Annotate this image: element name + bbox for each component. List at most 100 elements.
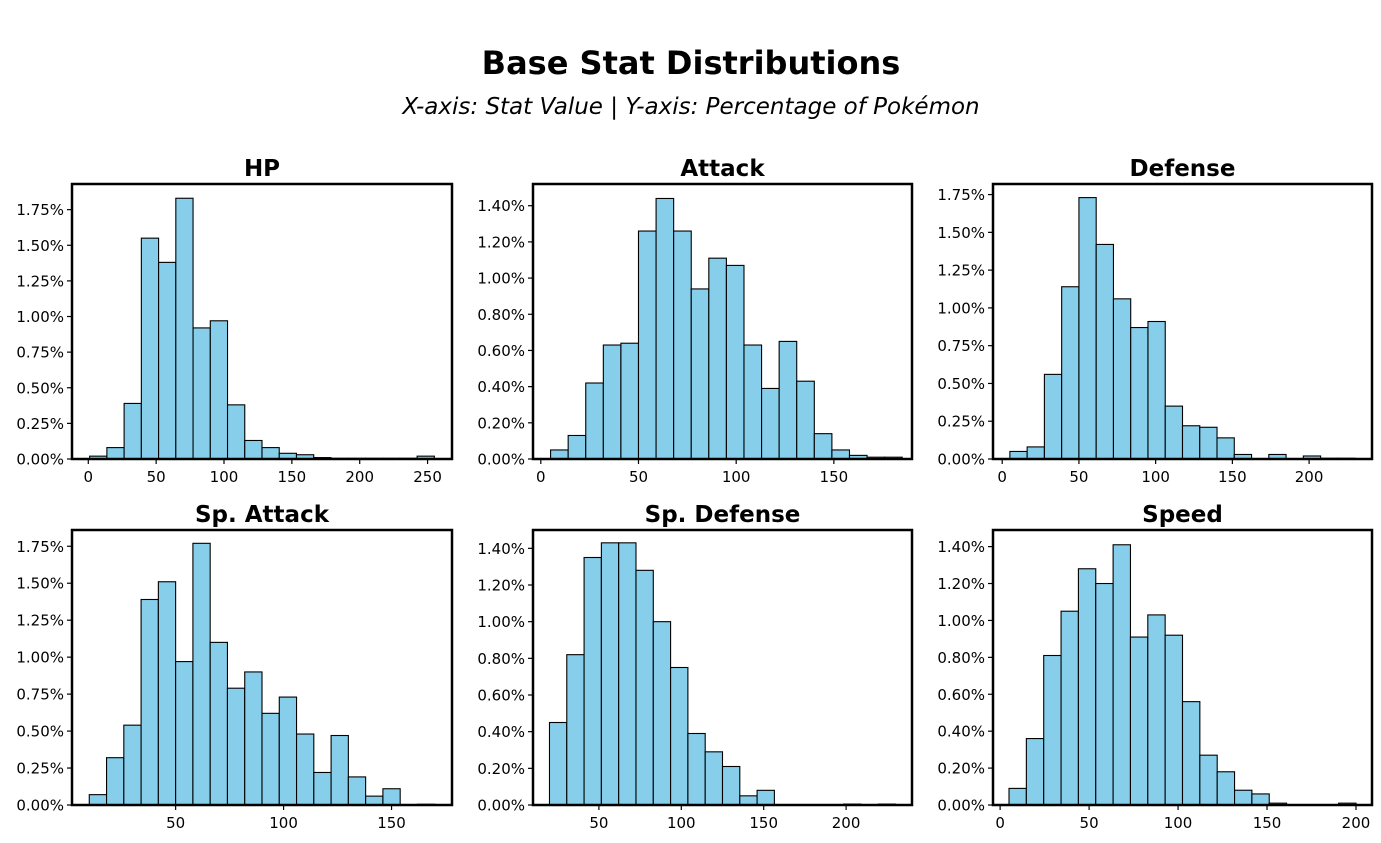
histogram-bar xyxy=(670,666,689,806)
x-tick-label: 150 xyxy=(749,814,778,832)
histogram-bar xyxy=(1216,771,1236,806)
histogram-bar xyxy=(123,402,142,460)
y-tick-label: 0.50% xyxy=(16,723,64,741)
y-tick-label: 0.75% xyxy=(16,344,64,362)
y-tick-label: 1.00% xyxy=(16,308,64,326)
y-tick-label: 0.60% xyxy=(937,686,985,704)
y-tick-label: 1.25% xyxy=(16,272,64,290)
histogram-bar xyxy=(106,757,125,806)
subplot-hp: HP 0.00% 0.25% 0.50% 0.75% 1.00% 1.25% 1.50% 1.7… xyxy=(16,156,454,486)
histogram-bar xyxy=(704,751,724,806)
x-tick-label: 150 xyxy=(1218,468,1247,486)
y-tick-label: 0.60% xyxy=(477,342,525,360)
histogram-bar xyxy=(1095,582,1114,806)
y-tick-label: 1.25% xyxy=(937,262,985,280)
histogram-bar xyxy=(655,197,675,460)
histogram-bar xyxy=(175,661,194,806)
histogram-bar xyxy=(140,237,160,460)
figure-title: Base Stat Distributions xyxy=(482,44,901,82)
histogram-bar xyxy=(1026,446,1045,460)
y-tick-label: 1.75% xyxy=(16,538,64,556)
histogram-bar xyxy=(157,581,177,806)
histogram-bar xyxy=(690,288,710,460)
subplot-title: Attack xyxy=(680,156,765,182)
histogram-bar xyxy=(1251,793,1270,806)
histogram-bar xyxy=(1008,787,1027,806)
y-tick-label: 0.50% xyxy=(16,379,64,397)
histogram-bar xyxy=(1095,243,1114,460)
y-tick-label: 1.50% xyxy=(16,237,64,255)
y-tick-label: 1.40% xyxy=(477,540,525,558)
y-tick-label: 0.00% xyxy=(16,797,64,815)
x-tick-label: 50 xyxy=(1080,814,1099,832)
x-tick-label: 100 xyxy=(667,814,696,832)
y-tick-label: 0.20% xyxy=(937,760,985,778)
histogram-bar xyxy=(1043,373,1063,460)
histogram-bar xyxy=(88,794,108,806)
histogram-bar xyxy=(620,342,640,460)
x-tick-label: 200 xyxy=(345,468,374,486)
y-tick-label: 1.00% xyxy=(16,649,64,667)
histogram-bar xyxy=(261,712,280,806)
y-tick-label: 0.00% xyxy=(16,451,64,469)
x-tick-label: 150 xyxy=(1253,814,1282,832)
x-tick-label: 50 xyxy=(629,468,648,486)
histogram-bars xyxy=(1008,544,1357,806)
subplot-sp-defense: Sp. Defense 0.00% 0.20% 0.40% 0.60% 0.80% 1.00… xyxy=(477,502,914,832)
x-tick-label: 0 xyxy=(995,814,1005,832)
y-tick-label: 0.25% xyxy=(16,760,64,778)
y-tick-label: 1.20% xyxy=(477,577,525,595)
histogram-bar xyxy=(637,230,657,460)
histogram-bars xyxy=(89,197,435,460)
y-tick-label: 1.40% xyxy=(477,197,525,215)
histogram-bar xyxy=(226,687,246,806)
x-tick-label: 100 xyxy=(210,468,239,486)
histogram-bar xyxy=(1199,426,1218,460)
axes-frame xyxy=(991,528,1374,807)
y-tick-label: 0.80% xyxy=(937,649,985,667)
x-tick-label: 100 xyxy=(269,814,298,832)
histogram-bar xyxy=(1216,437,1235,460)
histogram-bar xyxy=(1199,754,1218,806)
histogram-bar xyxy=(600,542,620,806)
histogram-bar xyxy=(140,598,159,806)
y-tick-label: 0.00% xyxy=(477,451,525,469)
y-tick-label: 1.20% xyxy=(477,233,525,251)
y-tick-label: 0.50% xyxy=(937,375,985,393)
histogram-bar xyxy=(602,344,622,460)
x-tick-label: 0 xyxy=(536,468,546,486)
histogram-bar xyxy=(123,724,142,806)
subplot-title: Speed xyxy=(1142,502,1223,528)
axes-frame xyxy=(531,182,914,461)
histogram-bar xyxy=(330,734,349,806)
histogram-bar xyxy=(756,789,775,806)
x-tick-label: 200 xyxy=(832,814,861,832)
histogram-bar xyxy=(347,776,367,806)
histogram-bar xyxy=(1025,738,1045,806)
x-tick-label: 150 xyxy=(377,814,406,832)
y-tick-label: 0.20% xyxy=(477,414,525,432)
histogram-bar xyxy=(673,230,692,460)
histogram-bar xyxy=(226,404,246,460)
histogram-bars xyxy=(1009,197,1356,460)
histogram-bar xyxy=(687,732,706,806)
histogram-bar xyxy=(1147,320,1166,460)
y-tick-label: 0.60% xyxy=(477,687,525,705)
x-tick-label: 200 xyxy=(1295,468,1324,486)
histogram-bar xyxy=(725,264,745,460)
histogram-bar xyxy=(1061,286,1080,460)
histogram-bar xyxy=(1234,789,1253,806)
histogram-bar xyxy=(365,795,384,806)
histogram-bar xyxy=(831,449,851,460)
y-tick-label: 0.25% xyxy=(16,415,64,433)
histogram-bar xyxy=(739,795,758,806)
y-tick-label: 1.50% xyxy=(16,575,64,593)
histogram-bar xyxy=(1077,568,1097,806)
y-tick-label: 0.75% xyxy=(937,337,985,355)
histogram-bar xyxy=(796,380,815,460)
subplot-title: HP xyxy=(244,156,280,182)
axes-frame xyxy=(991,182,1374,461)
histogram-bar xyxy=(1181,425,1201,460)
histogram-bar xyxy=(313,771,332,806)
x-tick-label: 100 xyxy=(1141,468,1170,486)
